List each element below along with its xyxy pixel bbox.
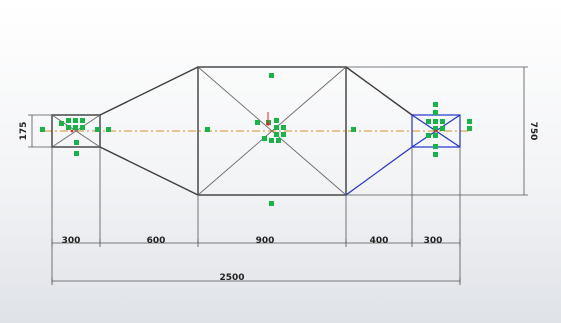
dimension-300-left[interactable]: 300 xyxy=(62,236,81,246)
middle-chamber-box[interactable] xyxy=(197,66,347,196)
dimension-300-right[interactable]: 300 xyxy=(424,236,443,246)
dimension-400[interactable]: 400 xyxy=(370,236,389,246)
dimension-750[interactable]: 750 xyxy=(528,122,538,141)
left-taper-top-edge[interactable] xyxy=(99,66,199,116)
middle-box-diagonal-2[interactable] xyxy=(197,66,347,196)
left-box-diagonal-2[interactable] xyxy=(51,114,101,148)
dimension-ticks xyxy=(51,239,461,247)
sketch-point-right[interactable] xyxy=(434,129,438,133)
dimension-2500[interactable]: 2500 xyxy=(219,273,244,283)
dimension-900[interactable]: 900 xyxy=(256,236,275,246)
relation-markers[interactable] xyxy=(40,73,472,206)
right-taper-top-edge[interactable] xyxy=(345,66,413,116)
right-taper-bottom-edge[interactable] xyxy=(345,146,413,196)
sketch-origin-icon[interactable] xyxy=(266,112,270,126)
dimension-175[interactable]: 175 xyxy=(19,122,29,141)
sketch-point-left[interactable] xyxy=(70,129,74,133)
left-taper-bottom-edge[interactable] xyxy=(99,146,199,196)
dimension-600[interactable]: 600 xyxy=(147,236,166,246)
